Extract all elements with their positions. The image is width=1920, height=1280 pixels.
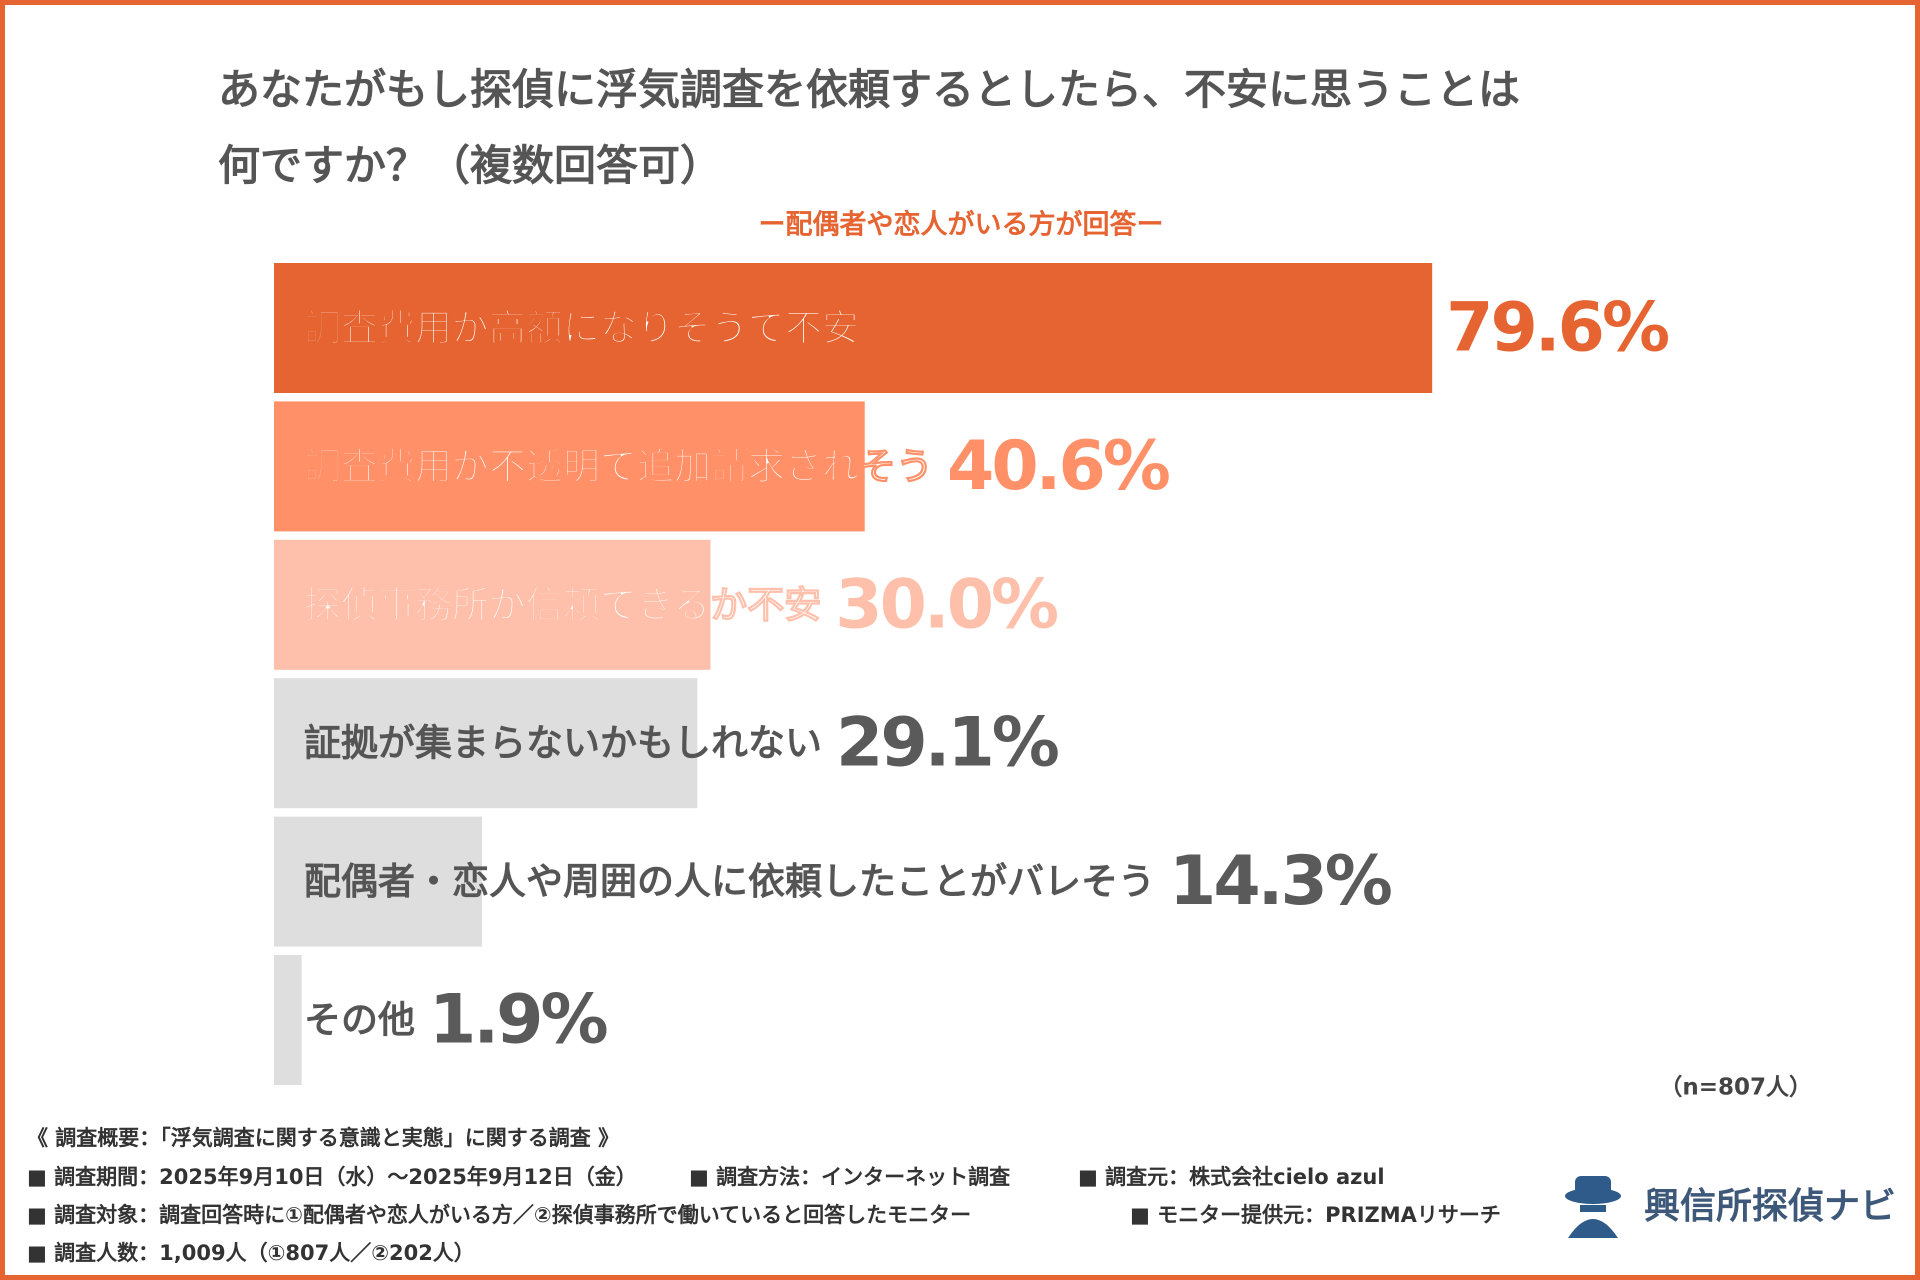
footer-heading: 《 調査概要：「浮気調査に関する意識と実態」に関する調査 》 [27, 1126, 619, 1150]
bar-label: 調査費用が高額になりそうで不安 [304, 307, 859, 350]
logo-icon [1565, 1176, 1621, 1238]
sample-note: （n=807人） [1659, 1074, 1812, 1101]
value-label: 1.9% [429, 981, 606, 1060]
value-label: 14.3% [1169, 842, 1391, 921]
bar-label: 探偵事務所が信頼できるか不安 [304, 583, 821, 626]
value-label: 40.6% [947, 427, 1169, 506]
footer-item: ■ 調査対象：調査回答時に①配偶者や恋人がいる方／②探偵事務所で働いていると回答… [27, 1203, 971, 1227]
bar-label: その他 [304, 999, 415, 1042]
value-label: 30.0% [835, 565, 1057, 644]
footer-item: ■ 調査方法：インターネット調査 [689, 1165, 1010, 1189]
footer-item: ■ 調査人数：1,009人（①807人／②202人） [27, 1241, 475, 1265]
bar-label: 配偶者・恋人や周囲の人に依頼したことがバレそう [304, 860, 1155, 903]
bar [274, 955, 302, 1085]
value-label: 79.6% [1446, 289, 1668, 368]
bar-label: 証拠が集まらないかもしれない [304, 722, 822, 765]
footer-item: ■ 調査元：株式会社cielo azul [1078, 1165, 1385, 1189]
footer-item: ■ 調査期間：2025年9月10日（水）～2025年9月12日（金） [27, 1165, 637, 1189]
subtitle: ー配偶者や恋人がいる方が回答ー [759, 209, 1164, 241]
bar [274, 401, 865, 532]
chart-title: あなたがもし探偵に浮気調査を依頼するとしたら、不安に思うことは何ですか？（複数回… [218, 65, 1521, 190]
bar [274, 816, 483, 947]
bar [274, 263, 1433, 393]
bar-label: 調査費用が不透明で追加請求されそう [304, 445, 933, 488]
bar [274, 678, 698, 809]
bar [274, 539, 711, 670]
value-label: 29.1% [836, 704, 1058, 783]
footer-item: ■ モニター提供元：PRIZMAリサーチ [1130, 1203, 1501, 1227]
logo-text: 興信所探偵ナビ [1644, 1186, 1896, 1227]
